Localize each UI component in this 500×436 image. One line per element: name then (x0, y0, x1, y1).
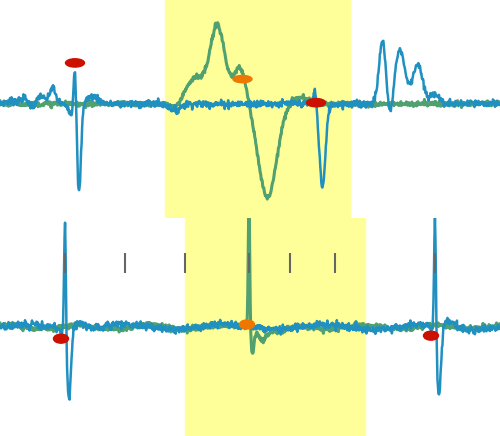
Bar (185, 218, 365, 436)
Ellipse shape (424, 331, 438, 340)
Bar (165, 0, 350, 218)
Ellipse shape (233, 75, 252, 83)
Ellipse shape (54, 334, 68, 343)
Ellipse shape (66, 59, 84, 67)
Ellipse shape (240, 320, 254, 329)
Ellipse shape (306, 99, 326, 107)
